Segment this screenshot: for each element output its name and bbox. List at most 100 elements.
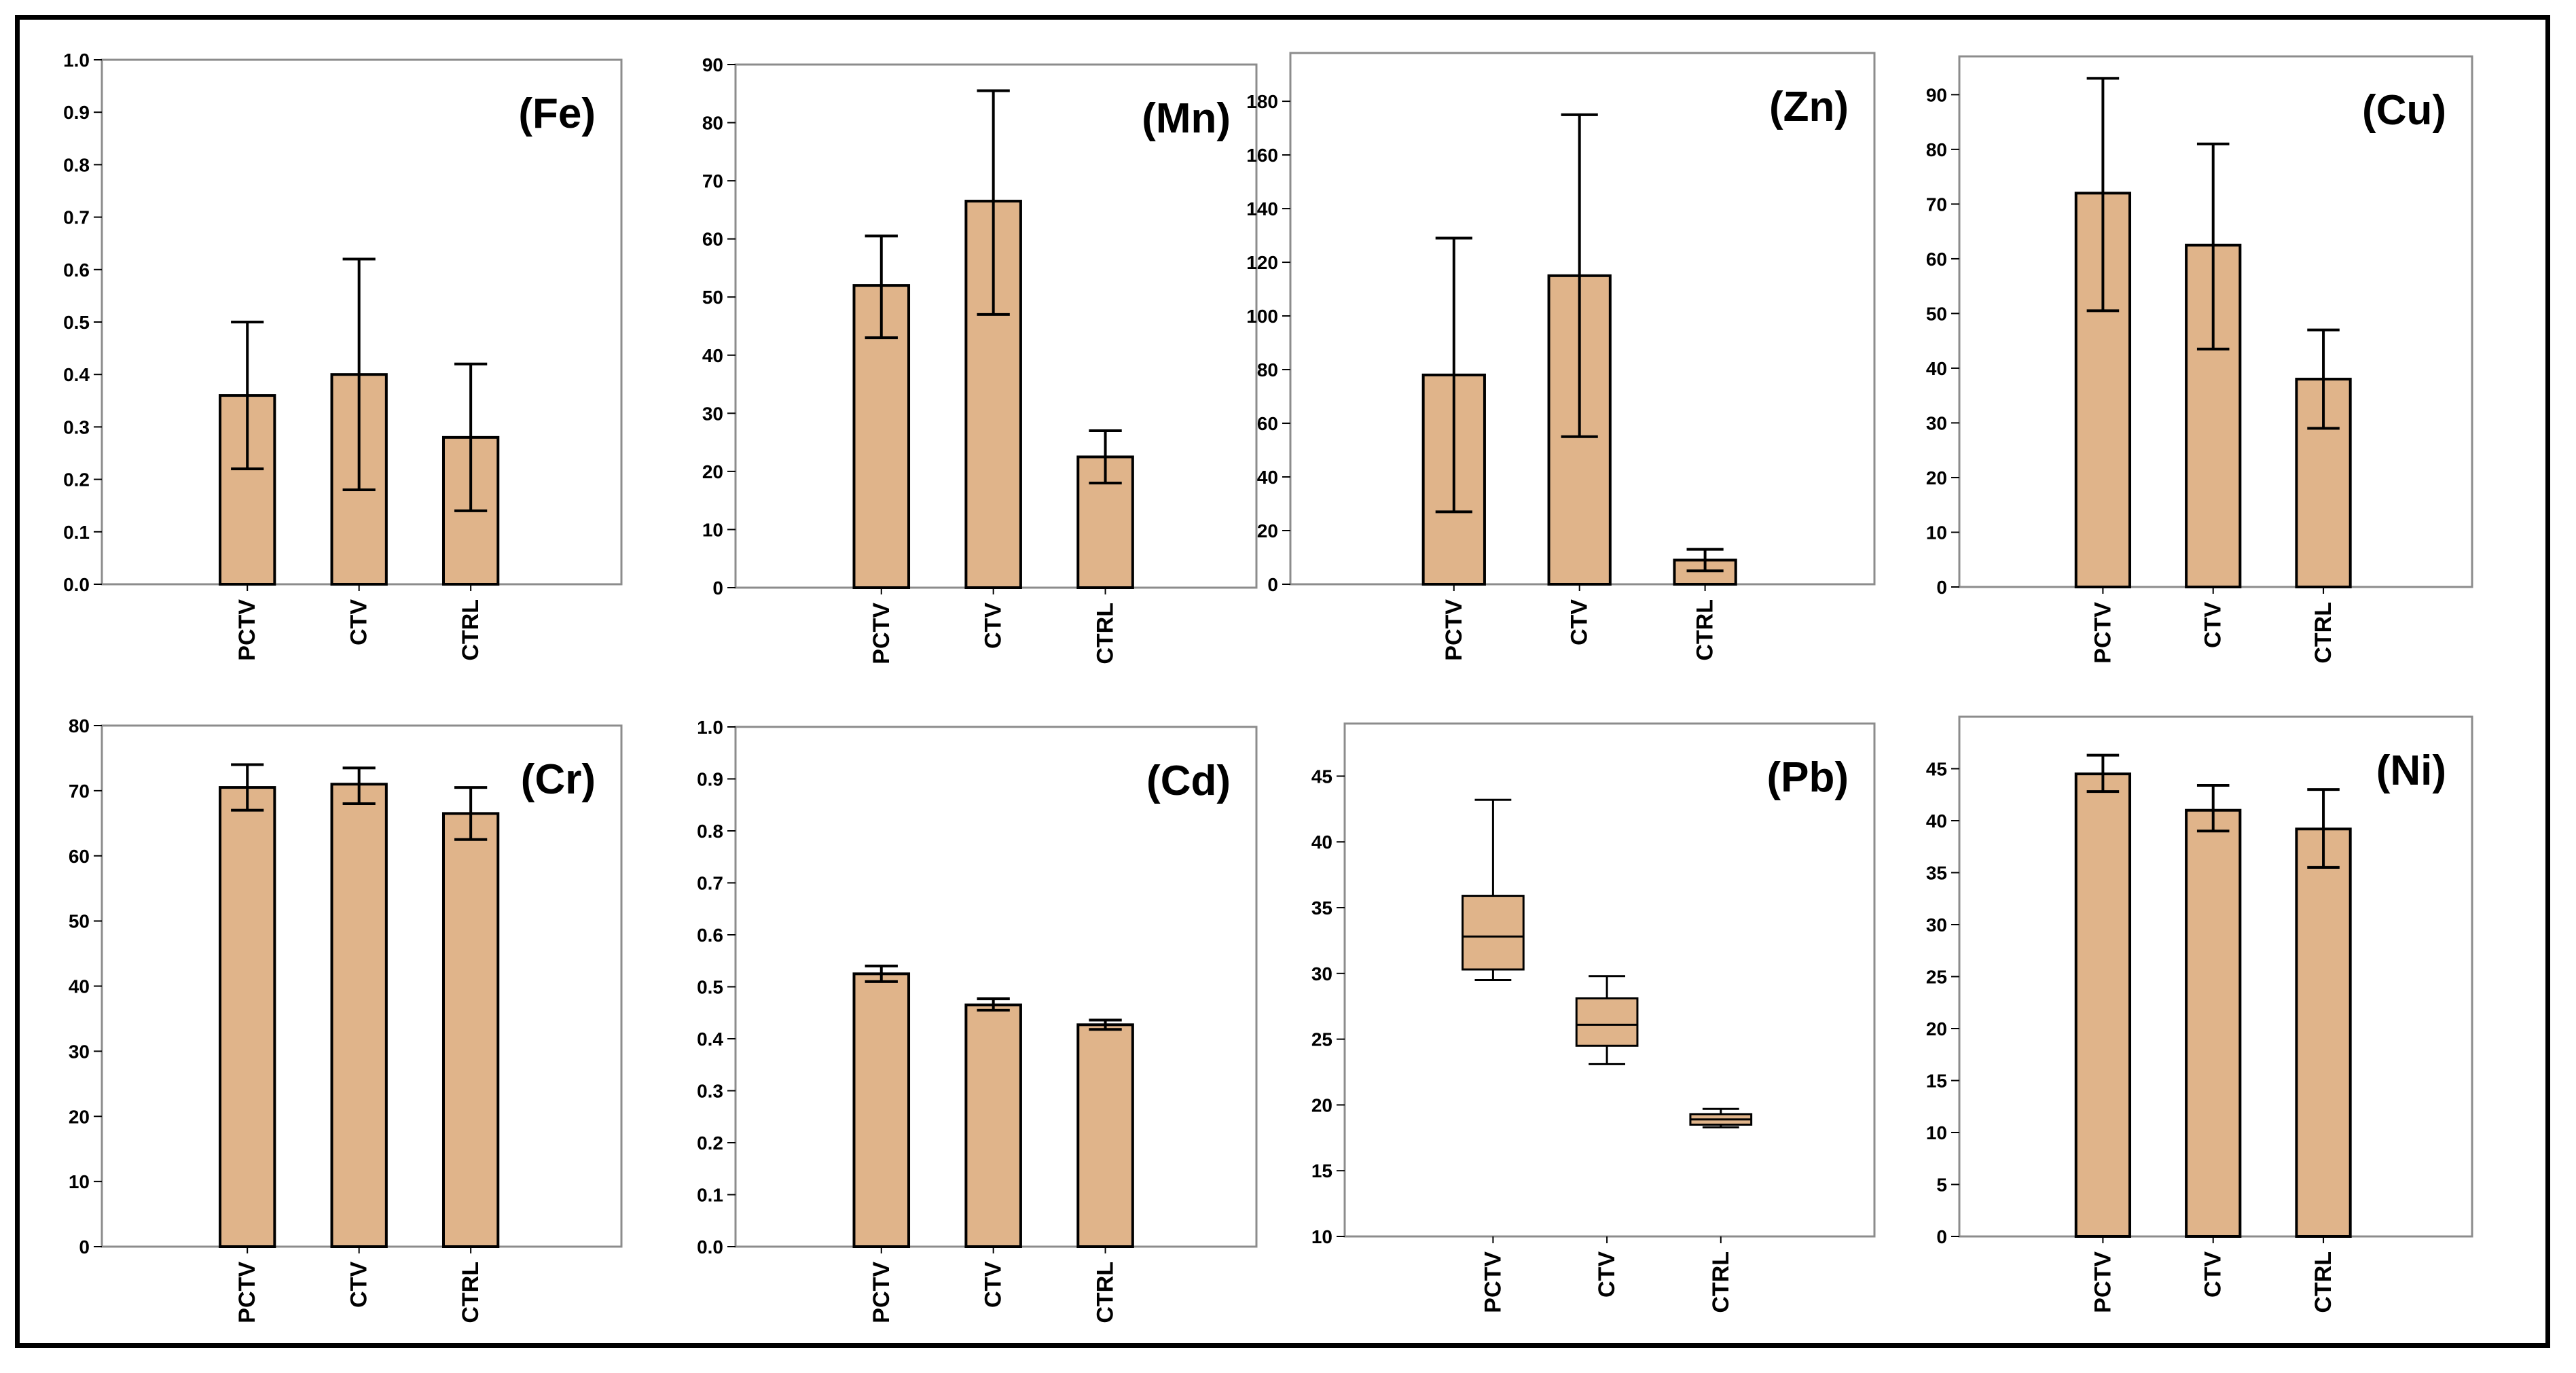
y-tick-label: 0 [79,1236,90,1258]
y-tick-label: 0 [1267,574,1278,595]
y-tick-label: 25 [1926,967,1947,988]
y-tick-label: 0.1 [63,522,90,543]
y-tick-label: 0 [712,577,723,599]
y-tick-label: 80 [1257,359,1278,380]
y-tick-label: 20 [69,1106,90,1127]
x-category-label: PCTV [2090,602,2116,664]
x-category-label: PCTV [234,1262,260,1323]
y-tick-label: 30 [1311,963,1332,984]
y-tick-label: 40 [1926,810,1947,832]
y-tick-label: 20 [1257,520,1278,541]
y-tick-label: 0.0 [63,574,90,595]
y-tick-label: 10 [1926,1122,1947,1143]
bar [2295,827,2352,1238]
chart-panel: 0 5 10 15 20 25 30 35 40 45 (Ni) PCTV CTV CTRL [1926,715,2473,1313]
x-category-label: CTV [1594,1251,1620,1298]
y-tick-label: 0.7 [63,207,90,228]
bar [1076,1023,1134,1248]
y-tick-label: 60 [69,846,90,867]
chart-title: (Pb) [1766,754,1849,801]
bar [964,1003,1022,1249]
chart-title: (Cd) [1146,757,1231,804]
y-tick-label: 0.5 [63,312,90,333]
bar [852,972,911,1248]
x-category-label: CTV [981,1262,1006,1308]
x-category-label: CTRL [1093,603,1119,664]
y-tick-label: 15 [1311,1160,1332,1181]
y-tick-label: 120 [1246,252,1278,273]
y-tick-label: 50 [1926,303,1947,324]
y-tick-label: 10 [1926,522,1947,543]
y-tick-label: 0.4 [697,1029,723,1050]
chart-panel: 0 10 20 30 40 50 60 70 80 90 (Mn) PCTV CTV CTRL [702,54,1258,664]
y-tick-label: 1.0 [63,50,90,71]
chart-title: (Ni) [2376,747,2446,794]
y-tick-label: 80 [69,715,90,736]
y-tick-label: 0.6 [697,925,723,946]
box [1575,997,1639,1047]
y-tick-label: 30 [1926,914,1947,935]
y-tick-label: 0.3 [63,416,90,438]
y-tick-label: 40 [1926,358,1947,379]
bar [441,812,500,1248]
x-category-label: CTV [2200,602,2226,648]
chart-panel: 0 20 40 60 80 100 120 140 160 180 (Zn) PCTV CTV CTRL [1246,52,1876,661]
x-category-label: CTRL [2310,602,2336,664]
y-tick-label: 35 [1311,897,1332,919]
y-tick-label: 30 [702,403,723,424]
y-tick-label: 0.1 [697,1185,723,1206]
x-category-label: CTV [2200,1251,2226,1298]
y-tick-label: 15 [1926,1071,1947,1092]
y-tick-label: 0.9 [63,102,90,123]
y-tick-label: 10 [702,519,723,540]
y-tick-label: 30 [69,1041,90,1062]
y-tick-label: 0.2 [63,469,90,491]
y-tick-label: 0.4 [63,364,90,385]
y-tick-label: 0.0 [697,1236,723,1258]
chart-panel: 0 10 20 30 40 50 60 70 80 90 (Cu) PCTV CTV CTRL [1926,55,2473,664]
y-tick-label: 50 [69,911,90,932]
bar [219,786,276,1249]
chart-panel: 10 15 20 25 30 35 40 45 (Pb) PCTV CTV CTRL [1311,722,1876,1313]
y-tick-label: 140 [1246,198,1278,219]
y-tick-label: 20 [702,461,723,482]
x-category-label: CTV [346,599,372,645]
y-tick-label: 20 [1926,1018,1947,1039]
y-tick-label: 40 [1311,832,1332,853]
y-tick-label: 30 [1926,412,1947,433]
y-tick-label: 45 [1311,766,1332,787]
y-tick-label: 1.0 [697,717,723,738]
y-tick-label: 0.2 [697,1133,723,1154]
x-category-label: PCTV [1441,599,1467,661]
y-tick-label: 160 [1246,145,1278,166]
y-tick-label: 60 [1926,249,1947,270]
y-tick-label: 0 [1936,1226,1947,1247]
y-tick-label: 60 [702,229,723,250]
bar [330,783,388,1248]
y-tick-label: 100 [1246,306,1278,327]
y-tick-label: 0.3 [697,1081,723,1102]
y-tick-label: 90 [1926,84,1947,105]
y-tick-label: 40 [1257,467,1278,488]
bar [2185,808,2242,1238]
chart-title: (Fe) [518,90,596,137]
chart-title: (Mn) [1142,95,1231,142]
x-category-label: CTV [981,603,1006,649]
chart-panel: 0.0 0.1 0.2 0.3 0.4 0.5 0.6 0.7 0.8 0.9 1.0 (Cd) PCT… [697,717,1258,1323]
y-tick-label: 70 [702,171,723,192]
y-tick-label: 60 [1257,413,1278,434]
y-tick-label: 0.6 [63,260,90,281]
x-category-label: CTRL [1692,599,1718,661]
y-tick-label: 0.9 [697,769,723,790]
y-tick-label: 0.8 [63,154,90,175]
y-tick-label: 0.7 [697,873,723,894]
y-tick-label: 90 [702,54,723,75]
x-category-label: CTV [1567,599,1593,645]
x-category-label: CTRL [458,1262,484,1323]
y-tick-label: 25 [1311,1029,1332,1050]
y-tick-label: 80 [702,113,723,134]
y-tick-label: 180 [1246,91,1278,112]
y-tick-label: 20 [1926,467,1947,488]
x-category-label: CTRL [458,599,484,661]
